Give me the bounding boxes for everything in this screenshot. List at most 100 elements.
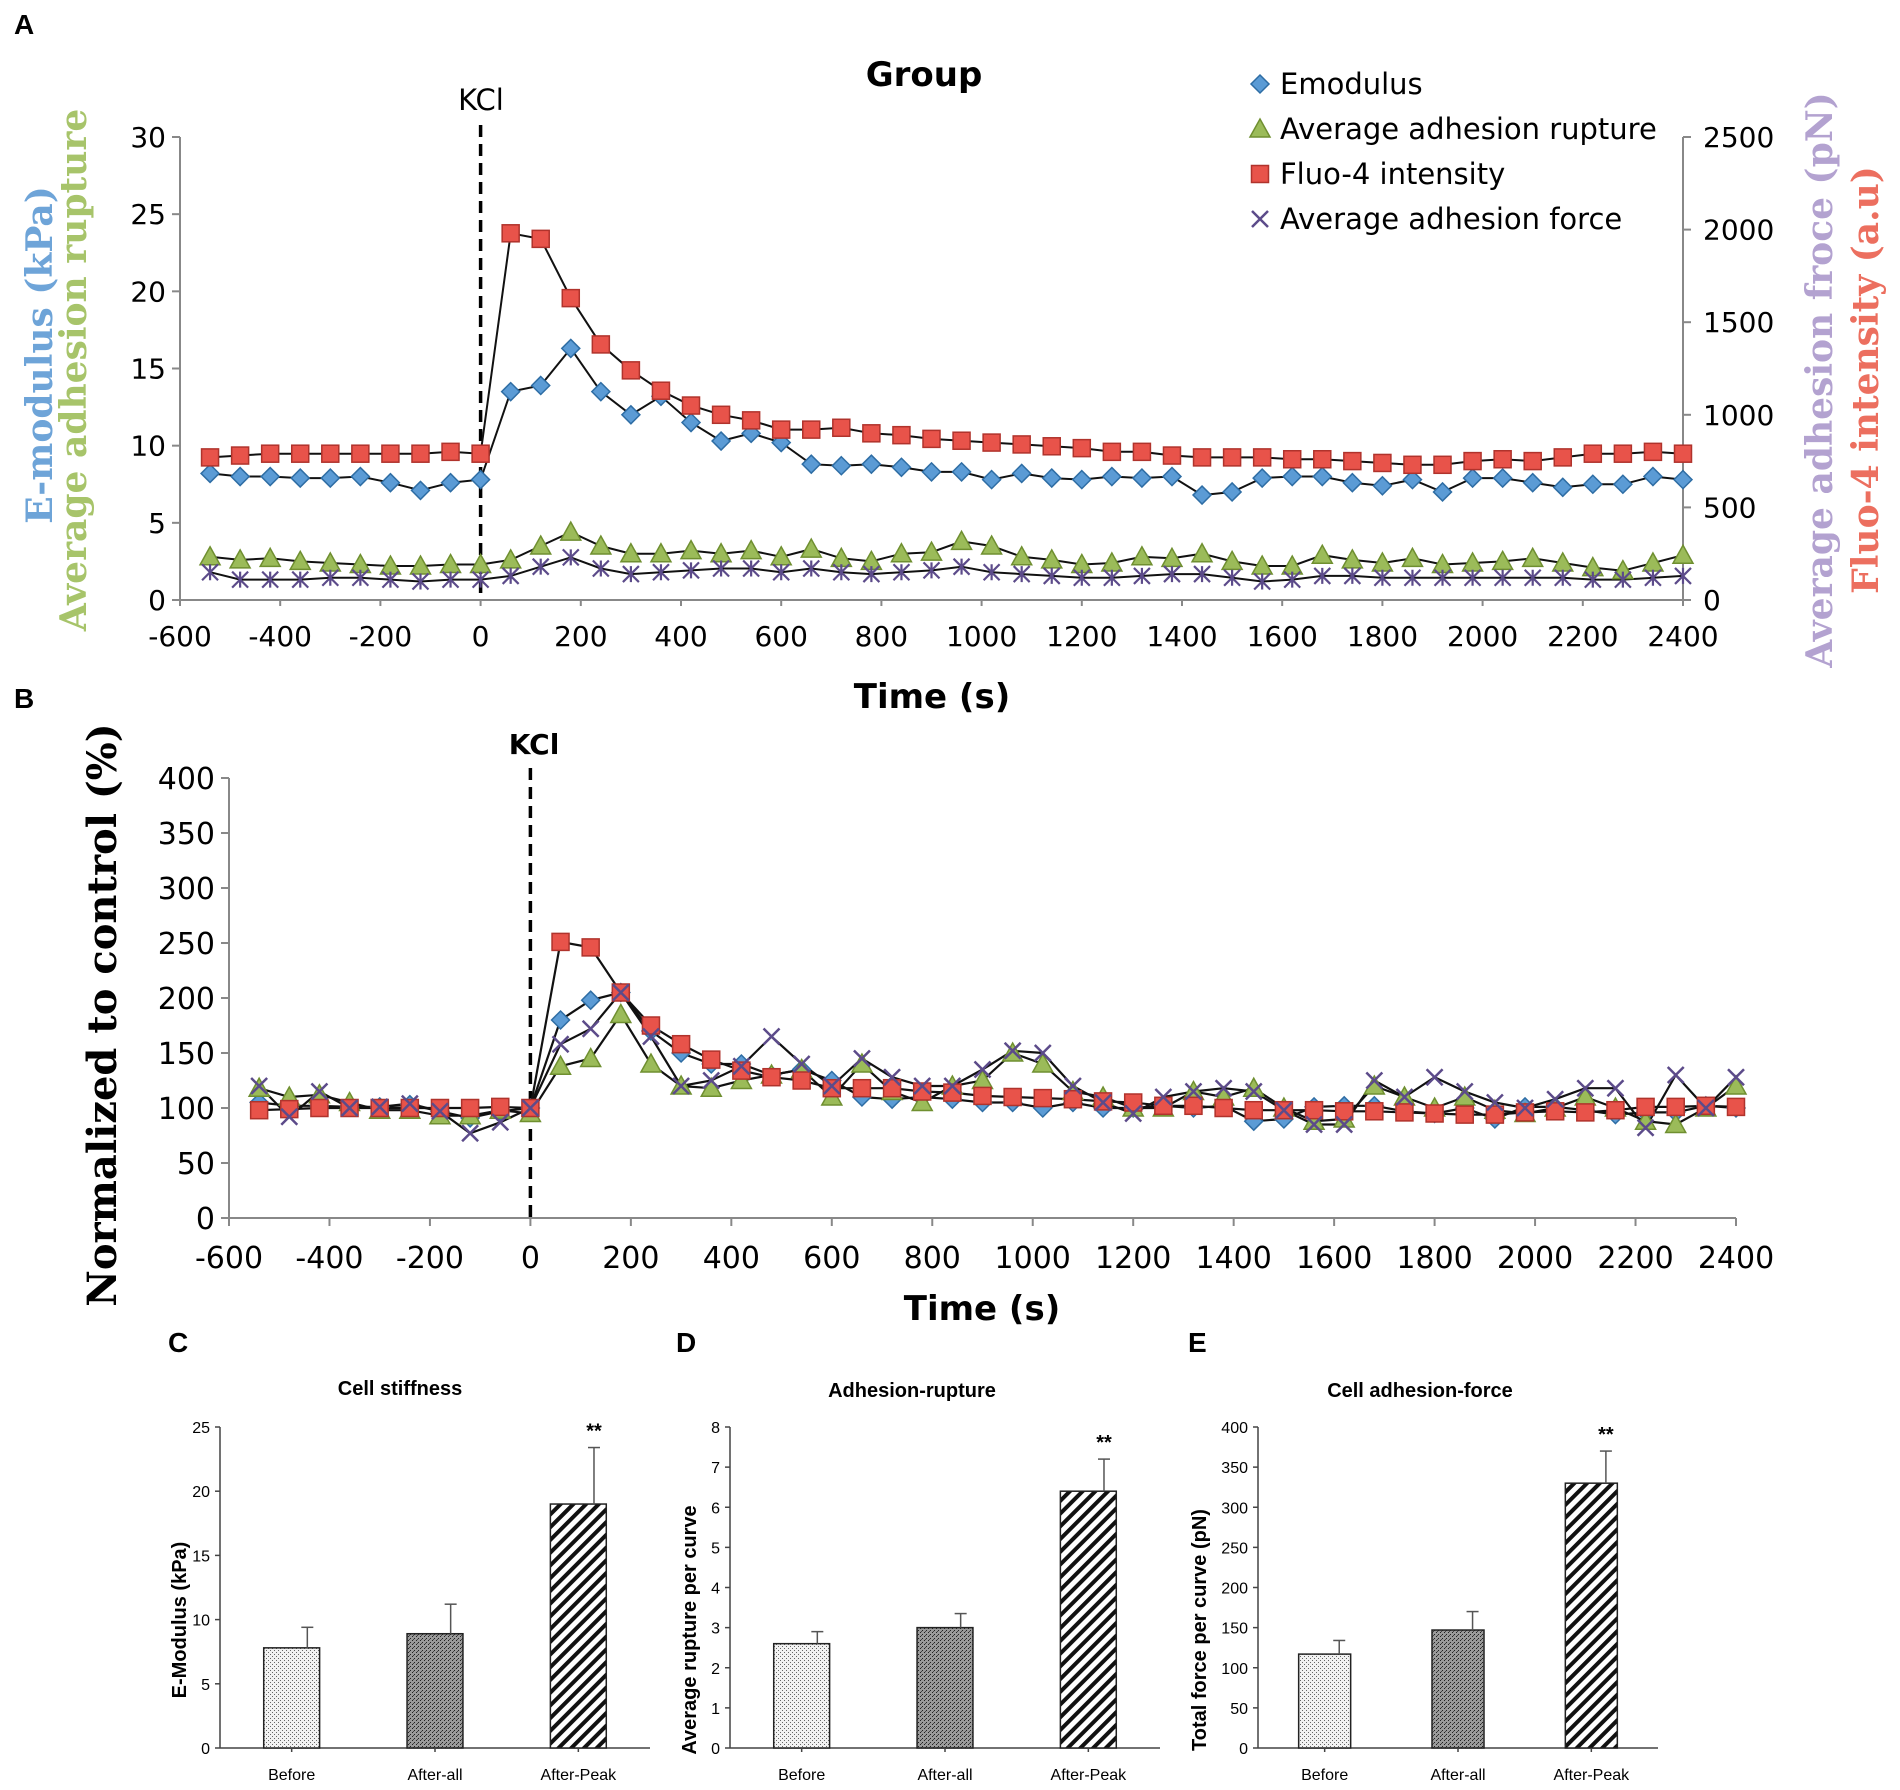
chart-c-ylabel: E-Modulus (kPa)	[169, 1542, 191, 1699]
chart-a-point	[1311, 543, 1334, 564]
chart-b-point	[1425, 1068, 1444, 1087]
legend-marker	[1249, 73, 1271, 95]
chart-a-point	[1220, 549, 1244, 571]
chart-a-ytick-left-label: 0	[148, 584, 166, 617]
bar-category-label: Before	[268, 1767, 315, 1784]
chart-b-point	[1335, 1115, 1354, 1134]
chart-a-point	[1401, 546, 1424, 568]
bar-ytick-label: 50	[1230, 1701, 1248, 1718]
chart-b-point	[1242, 1076, 1266, 1097]
chart-a-point	[802, 420, 821, 439]
chart-b-xtick-label: 600	[803, 1241, 860, 1276]
bar-ytick-label: 25	[192, 1420, 210, 1437]
chart-a-point	[652, 563, 670, 581]
significance-marker: **	[1096, 1432, 1112, 1454]
chart-b-xlabel: Time (s)	[904, 1289, 1061, 1329]
chart-b-point	[853, 1049, 871, 1068]
chart-b-point	[910, 1090, 934, 1112]
chart-a-xtick-label: 2200	[1547, 620, 1618, 653]
chart-a-point	[321, 444, 340, 463]
chart-b-ytick-label: 100	[158, 1092, 215, 1127]
chart-b-ytick-label: 250	[158, 927, 215, 962]
chart-a-point	[1191, 484, 1213, 506]
chart-b-point	[609, 1002, 633, 1024]
significance-marker: **	[586, 1421, 602, 1443]
chart-b-xtick-label: 1600	[1296, 1241, 1372, 1276]
bar	[1297, 1653, 1352, 1749]
chart-a-title: Group	[866, 55, 983, 95]
chart-b-point	[551, 932, 570, 952]
chart-b-xtick-label: 2400	[1698, 1241, 1774, 1276]
bar-category-label: After-all	[1430, 1767, 1485, 1784]
chart-a-point	[1584, 570, 1602, 589]
chart-d-ylabel: Average rupture per curve	[679, 1505, 701, 1754]
chart-a-point	[742, 559, 760, 578]
chart-a-point	[1101, 466, 1122, 487]
chart-b-point	[1453, 1085, 1477, 1106]
legend-label-force: Average adhesion force	[1280, 202, 1622, 236]
chart-a-point	[772, 563, 790, 581]
chart-a-point	[440, 472, 461, 493]
chart-b-point	[913, 1077, 932, 1095]
chart-a-point	[952, 557, 971, 576]
chart-b-point	[430, 1098, 450, 1118]
bar-ytick-label: 6	[711, 1500, 720, 1517]
chart-a-point	[1130, 545, 1154, 566]
bar-ytick-label: 20	[192, 1484, 210, 1501]
chart-a-series-line	[209, 346, 1684, 497]
chart-a-point	[1342, 472, 1363, 493]
chart-a-point	[922, 561, 941, 580]
chart-b-point	[1395, 1103, 1414, 1122]
chart-a-point	[1402, 469, 1423, 490]
significance-marker: **	[1598, 1424, 1614, 1446]
chart-a-legend: Emodulus Average adhesion rupture Fluo-4…	[1248, 67, 1657, 236]
chart-b-point	[701, 1050, 721, 1069]
bar	[1059, 1490, 1118, 1749]
chart-b-xtick-label: 0	[521, 1241, 540, 1276]
chart-b-point	[973, 1086, 992, 1106]
chart-a-point	[411, 444, 430, 463]
chart-a-ylabel-fluo: Fluo-4 intensity (a.u)	[1845, 166, 1887, 594]
chart-b-point	[762, 1027, 781, 1046]
chart-b-point	[1244, 1082, 1263, 1101]
chart-b-point	[1545, 1102, 1565, 1121]
chart-a-point	[228, 548, 252, 569]
chart-a-xtick-label: -600	[148, 620, 212, 653]
chart-a-point	[1582, 474, 1603, 495]
chart-b-xtick-label: -200	[396, 1241, 464, 1276]
chart-b-point	[461, 1124, 480, 1143]
chart-a-point	[1373, 568, 1392, 587]
chart-a-point	[1671, 543, 1695, 564]
chart-a-ytick-left-label: 20	[130, 275, 166, 308]
chart-a-xtick-label: 600	[754, 620, 807, 653]
chart-a-point	[320, 468, 341, 489]
chart-a-point	[1072, 438, 1092, 458]
chart-c: Cell stiffness E-Modulus (kPa) 0 5 10 15 20 2…	[169, 1378, 650, 1784]
chart-b-point	[1305, 1115, 1323, 1134]
chart-a-point	[1643, 442, 1663, 462]
chart-a-point	[1491, 549, 1514, 571]
chart-a-point	[501, 567, 520, 585]
chart-b-point	[943, 1083, 962, 1102]
chart-b-point	[943, 1077, 962, 1095]
chart-a-point	[592, 559, 610, 578]
chart-a-point	[1190, 542, 1214, 563]
chart-b-point	[1365, 1102, 1384, 1121]
chart-b-point	[1033, 1088, 1053, 1108]
bar-ytick-label: 300	[1221, 1500, 1248, 1517]
chart-a-xtick-label: 2400	[1647, 620, 1718, 653]
chart-e-title: Cell adhesion-force	[1327, 1380, 1513, 1402]
chart-a-point	[802, 559, 821, 578]
chart-a-point	[350, 466, 371, 487]
chart-a-point	[1222, 448, 1242, 467]
chart-b-point	[491, 1113, 510, 1132]
chart-a-point	[1312, 466, 1333, 487]
chart-a-point	[982, 563, 1001, 581]
chart-b-xtick-label: -600	[195, 1241, 263, 1276]
bar-ytick-label: 5	[201, 1677, 210, 1694]
chart-a-point	[501, 224, 520, 243]
bar-ytick-label: 400	[1221, 1420, 1248, 1437]
bar-ytick-label: 200	[1221, 1581, 1248, 1598]
chart-a-point	[830, 546, 853, 568]
chart-b-point	[1063, 1089, 1083, 1109]
